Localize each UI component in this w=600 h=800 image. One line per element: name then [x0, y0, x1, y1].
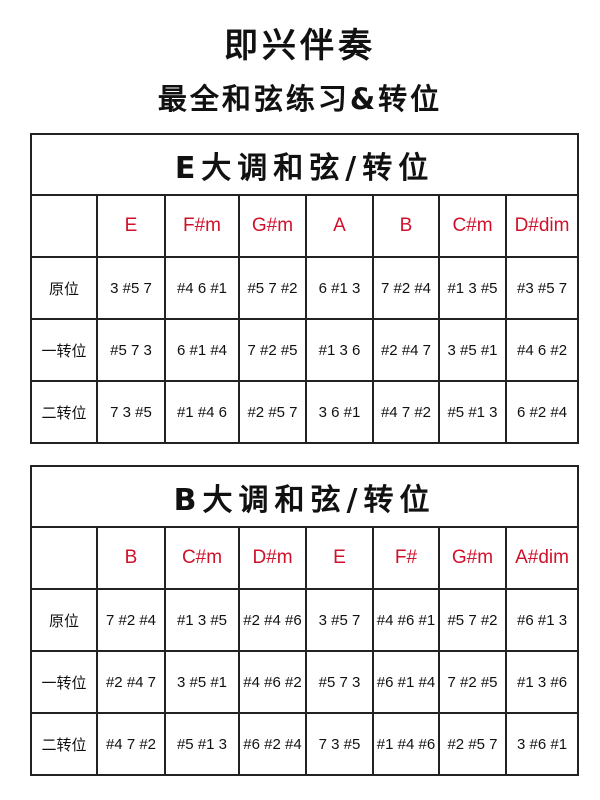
inversion-label: 一转位	[30, 650, 98, 714]
chord-notes-cell: #6 #1 #4	[372, 650, 440, 714]
chord-notes-cell: 6 #2 #4	[504, 380, 580, 444]
chord-name: B	[372, 194, 440, 258]
chord-notes-cell: 3 #5 7	[96, 256, 166, 320]
chord-notes-cell: 6 #1 3	[305, 256, 374, 320]
chord-name: A#dim	[504, 526, 580, 590]
chord-notes-cell: 6 #1 #4	[164, 318, 240, 382]
inversion-label: 二转位	[30, 380, 98, 444]
chord-notes-cell: #5 #1 3	[438, 380, 507, 444]
chord-notes-cell: #3 #5 7	[504, 256, 580, 320]
chord-notes-cell: #2 #4 7	[96, 650, 166, 714]
chord-notes-cell: #5 7 #2	[438, 588, 507, 652]
chord-name: F#	[372, 526, 440, 590]
chord-name: D#m	[238, 526, 307, 590]
chord-notes-cell: #6 #1 3	[504, 588, 580, 652]
chord-notes-cell: #2 #4 #6	[238, 588, 307, 652]
chord-name: D#dim	[504, 194, 580, 258]
chord-notes-cell: #4 #6 #1	[372, 588, 440, 652]
chord-notes-cell: #1 #4 #6	[372, 712, 440, 776]
chord-notes-cell: #1 3 6	[305, 318, 374, 382]
inversion-label: 二转位	[30, 712, 98, 776]
chord-name: E	[305, 526, 374, 590]
chord-header-row: E F#m G#m A B C#m D#dim	[30, 194, 580, 258]
chord-notes-cell: #1 3 #5	[164, 588, 240, 652]
table-row: 原位 7 #2 #4 #1 3 #5 #2 #4 #6 3 #5 7 #4 #6 #1 #5…	[30, 588, 580, 652]
chord-name: G#m	[438, 526, 507, 590]
inversion-label: 一转位	[30, 318, 98, 382]
chord-name: G#m	[238, 194, 307, 258]
inversion-label: 原位	[30, 588, 98, 652]
chord-notes-cell: #5 7 #2	[238, 256, 307, 320]
chord-notes-cell: #4 6 #2	[504, 318, 580, 382]
chord-notes-cell: 3 #5 #1	[438, 318, 507, 382]
chord-notes-cell: 7 #2 #4	[96, 588, 166, 652]
chord-name: C#m	[164, 526, 240, 590]
chord-notes-cell: #6 #2 #4	[238, 712, 307, 776]
chord-notes-cell: 7 #2 #5	[438, 650, 507, 714]
chord-notes-cell: 3 #6 #1	[504, 712, 580, 776]
b-major-chord-table: B大调和弦/转位 B C#m D#m E F# G#m A#dim 原位 7 #2 #4 #1 3 …	[29, 465, 580, 776]
chord-notes-cell: #1 3 #6	[504, 650, 580, 714]
chord-notes-cell: 7 3 #5	[305, 712, 374, 776]
chord-notes-cell: 7 #2 #4	[372, 256, 440, 320]
chord-notes-cell: #1 #4 6	[164, 380, 240, 444]
table-caption: E大调和弦/转位	[29, 133, 580, 196]
chord-name: C#m	[438, 194, 507, 258]
chord-name: F#m	[164, 194, 240, 258]
chord-notes-cell: #5 #1 3	[164, 712, 240, 776]
chord-notes-cell: #2 #5 7	[238, 380, 307, 444]
inversion-label: 原位	[30, 256, 98, 320]
chord-notes-cell: #5 7 3	[305, 650, 374, 714]
chord-notes-cell: #4 7 #2	[96, 712, 166, 776]
table-caption: B大调和弦/转位	[29, 465, 580, 528]
chord-notes-cell: 3 #5 7	[305, 588, 374, 652]
chord-name: E	[96, 194, 166, 258]
chord-name: B	[96, 526, 166, 590]
chord-notes-cell: #4 #6 #2	[238, 650, 307, 714]
chord-header-row: B C#m D#m E F# G#m A#dim	[30, 526, 580, 590]
page-title: 即兴伴奏	[224, 26, 376, 66]
page-subtitle: 最全和弦练习&转位	[157, 82, 443, 116]
chord-notes-cell: #4 6 #1	[164, 256, 240, 320]
empty-corner-cell	[30, 526, 98, 590]
table-row: 二转位 #4 7 #2 #5 #1 3 #6 #2 #4 7 3 #5 #1 #4 #6 #…	[30, 712, 580, 776]
chord-notes-cell: #2 #5 7	[438, 712, 507, 776]
chord-notes-cell: #2 #4 7	[372, 318, 440, 382]
chord-notes-cell: 7 #2 #5	[238, 318, 307, 382]
chord-notes-cell: 7 3 #5	[96, 380, 166, 444]
chord-name: A	[305, 194, 374, 258]
chord-notes-cell: 3 6 #1	[305, 380, 374, 444]
chord-notes-cell: #1 3 #5	[438, 256, 507, 320]
e-major-chord-table: E大调和弦/转位 E F#m G#m A B C#m D#dim 原位 3 #5 7 #4 6 #1…	[29, 133, 580, 444]
chord-notes-cell: 3 #5 #1	[164, 650, 240, 714]
chord-notes-cell: #5 7 3	[96, 318, 166, 382]
empty-corner-cell	[30, 194, 98, 258]
chord-notes-cell: #4 7 #2	[372, 380, 440, 444]
